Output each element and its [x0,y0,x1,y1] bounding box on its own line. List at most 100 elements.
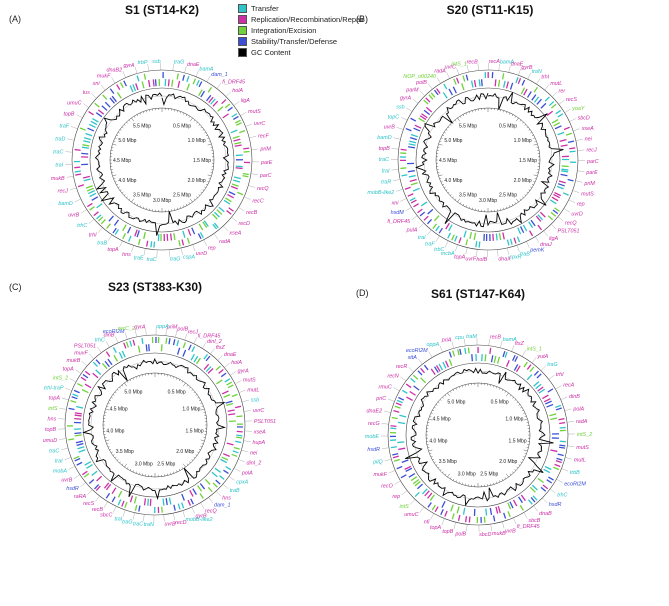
gene-label: PSLT051 [254,419,276,425]
scale-label: 3.0 Mbp [135,461,153,467]
gene-feature [550,449,558,453]
gene-feature [125,341,129,348]
gene-feature [89,206,95,211]
gene-label: trhC [77,223,87,229]
panel-c: (C) S23 (ST383-K30) 0.5 Mbp 1.0 Mbp 1.5 Mb… [9,280,276,528]
gene-feature [519,504,524,511]
gene-feature [478,241,481,248]
scale-label: 4.5 Mbp [110,406,128,412]
gene-feature [417,208,423,214]
gene-feature [445,360,449,368]
label-leader [75,369,82,374]
gene-label: recB [246,210,257,216]
gene-feature [557,131,565,136]
scale-tick [207,181,210,183]
label-leader [111,77,116,84]
scale-tick [196,196,198,199]
scale-tick [193,456,196,459]
gene-feature [76,461,83,466]
gene-label: topC [388,114,399,120]
label-leader [243,410,251,412]
label-leader [564,408,572,411]
gene-feature [414,491,420,498]
gene-feature [212,482,218,488]
gene-feature [242,172,249,176]
gene-feature [556,185,564,190]
scale-tick [439,178,442,180]
scale-tick [499,387,501,390]
gene-feature [141,337,144,344]
gene-label: oppA [427,342,440,348]
scale-tick [518,404,521,406]
label-leader [497,249,499,257]
label-leader [405,207,412,212]
gene-feature [188,344,192,351]
gene-label: topA [107,247,118,253]
gene-label: dnaB [539,511,552,517]
scale-label: 2.0 Mbp [176,449,194,455]
scale-tick [189,386,191,389]
gene-feature [216,379,223,385]
gene-feature [529,486,536,493]
gene-feature [556,457,563,461]
label-leader [418,222,425,229]
gene-feature [105,351,111,358]
gene-feature [198,223,204,231]
scale-tick [135,471,137,474]
gene-feature [190,498,194,505]
scale-tick [503,207,505,210]
gene-feature [442,361,447,369]
scale-tick [208,178,211,180]
gene-feature [212,100,219,107]
gene-feature [514,356,519,363]
label-leader [575,180,583,183]
label-leader [134,66,138,74]
gene-label: holA [232,88,243,94]
gene-label: fi_DRF45 [387,219,411,225]
gene-feature [528,230,534,237]
gene-feature [533,381,540,387]
gene-feature [458,237,462,244]
gene-feature [236,434,243,437]
scale-tick [509,473,512,476]
scale-tick [132,470,134,473]
gene-feature [94,484,100,490]
gene-feature [506,239,510,246]
gene-feature [448,224,453,232]
gene-feature [76,442,84,446]
gene-feature [223,394,231,398]
label-leader [208,497,213,504]
gene-label: xni [391,200,400,206]
label-leader [143,248,146,256]
gene-feature [203,363,210,371]
gene-feature [558,180,566,184]
gene-feature [186,237,190,244]
label-leader [64,457,72,461]
gene-feature [109,97,115,104]
gene-feature [133,496,137,504]
scale-tick [433,406,436,409]
gene-label: ligA [549,236,558,242]
gene-feature [220,372,227,378]
gene-feature [457,514,461,521]
outer-ring [397,69,579,251]
gene-label: traG [174,60,184,66]
label-leader [248,185,256,188]
legend-swatch [238,26,247,35]
gene-label: nei [250,451,258,457]
label-leader [516,245,520,252]
gene-feature [425,106,433,113]
gene-feature [199,483,206,490]
label-leader [488,338,490,346]
gene-feature [96,475,103,482]
gene-feature [87,127,95,132]
gene-feature [199,493,204,499]
scale-tick [442,184,445,186]
gene-feature [480,79,483,87]
label-leader [381,447,389,449]
panel-title: S23 (ST383-K30) [108,280,202,294]
gene-feature [88,123,96,128]
gene-feature [547,388,554,393]
scale-tick [449,477,452,480]
gene-label: traD [55,136,65,142]
